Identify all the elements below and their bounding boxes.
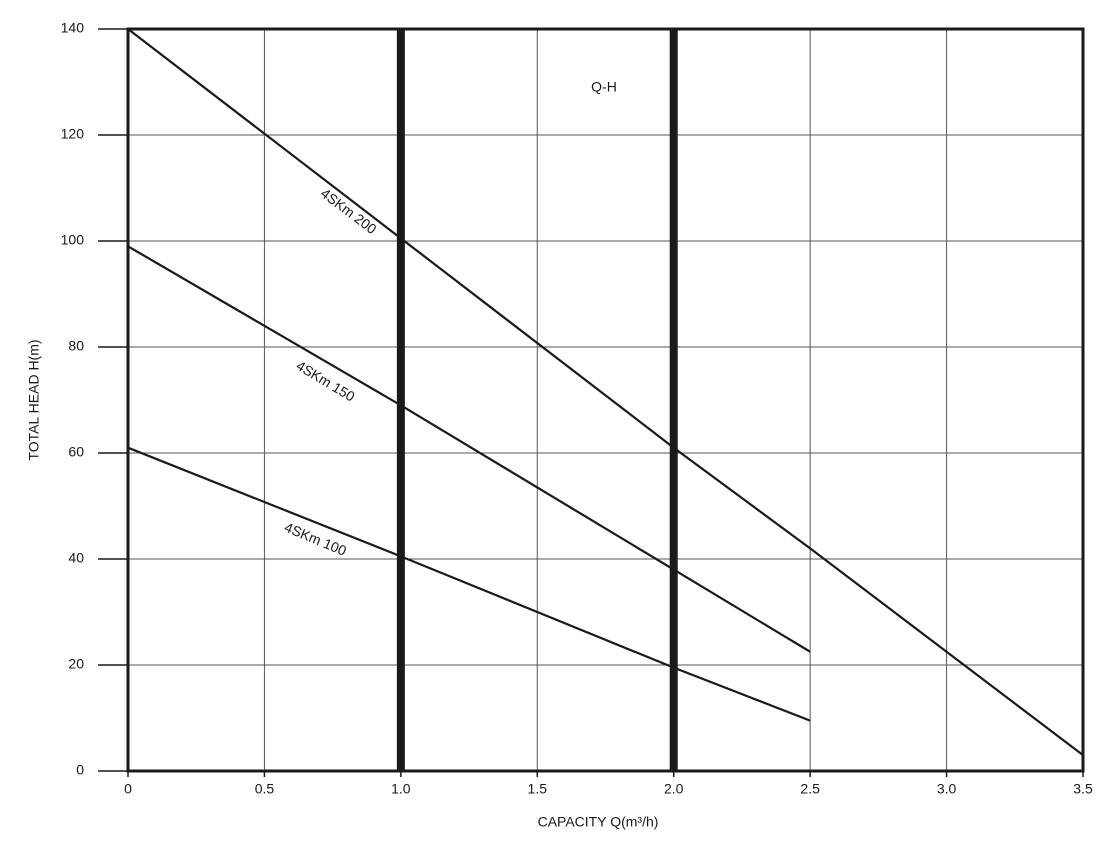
y-tick-label: 60: [68, 444, 84, 460]
x-tick-label: 1.5: [528, 781, 548, 797]
annotation: Q-H: [591, 79, 617, 95]
x-tick-label: 0: [124, 781, 132, 797]
x-tick-label: 3.5: [1073, 781, 1093, 797]
y-tick-label: 80: [68, 338, 84, 354]
plot-frame: [126, 27, 1085, 773]
y-tick-label: 40: [68, 550, 84, 566]
x-axis-label: CAPACITY Q(m³/h): [538, 814, 659, 830]
y-tick-label: 0: [76, 762, 84, 778]
x-tick-label: 2.0: [664, 781, 684, 797]
series-line: [127, 28, 1084, 756]
y-axis-label: TOTAL HEAD H(m): [26, 339, 42, 460]
x-tick-label: 1.0: [391, 781, 411, 797]
series-line: [127, 446, 811, 722]
series-line: [127, 245, 811, 653]
x-tick-label: 2.5: [800, 781, 820, 797]
y-tick-label: 140: [61, 20, 85, 36]
y-tick-label: 100: [61, 232, 85, 248]
x-tick-label: 3.0: [937, 781, 957, 797]
y-tick-label: 120: [61, 126, 85, 142]
y-tick-label: 20: [68, 656, 84, 672]
x-tick-label: 0.5: [255, 781, 275, 797]
